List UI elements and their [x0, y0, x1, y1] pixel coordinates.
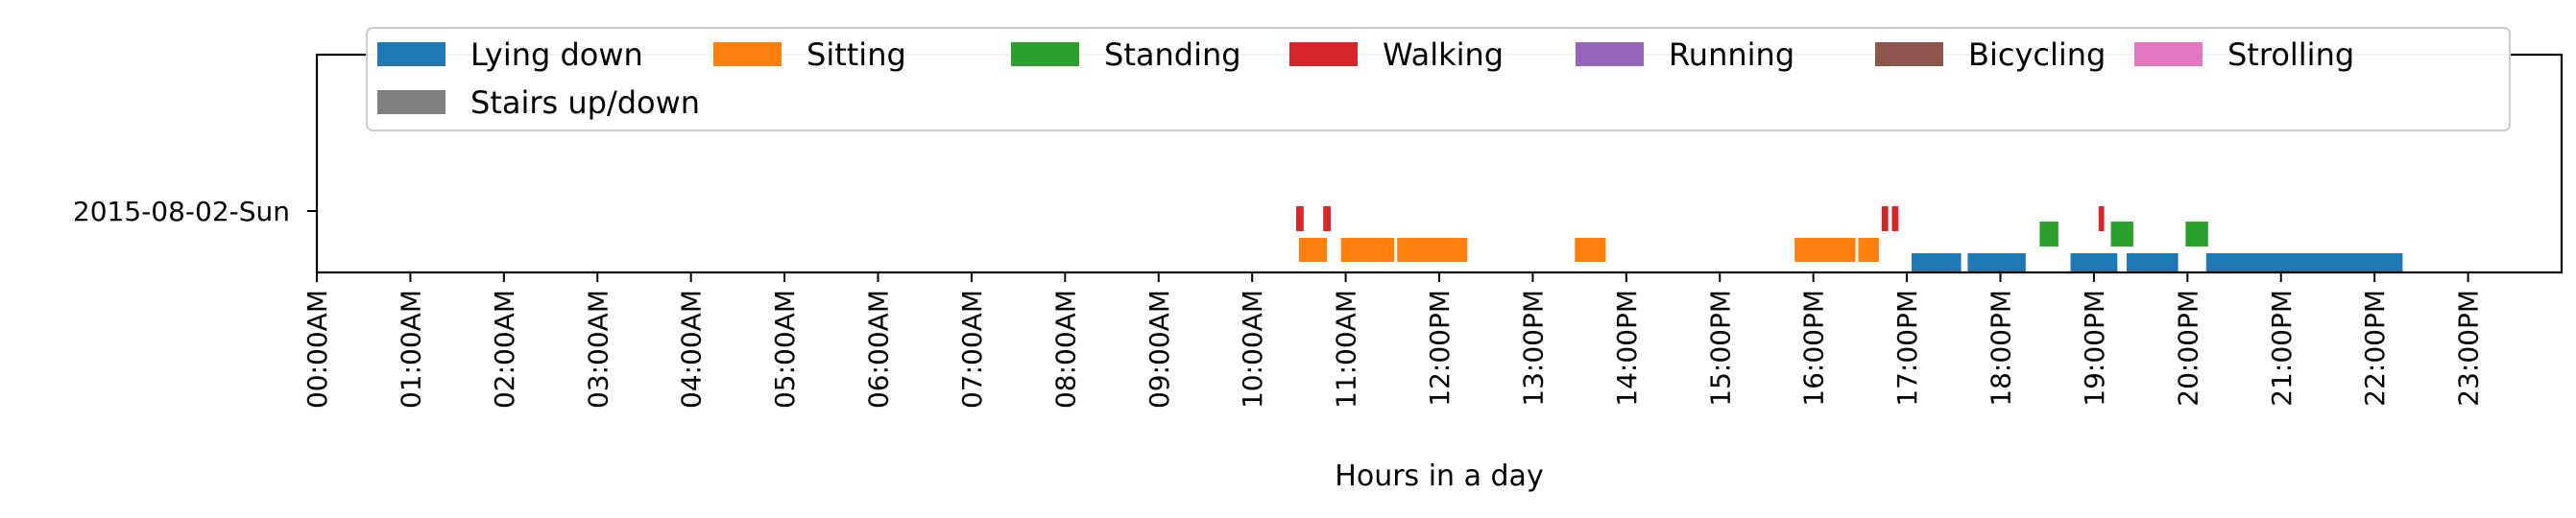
bar-walking-3 [1891, 206, 1899, 231]
legend-swatch-walking [1289, 42, 1358, 66]
bar-sitting-4 [1794, 238, 1856, 262]
bar-walking-1 [1323, 206, 1331, 231]
legend-label: Strolling [2227, 36, 2354, 73]
bar-sitting-0 [1298, 238, 1328, 262]
bar-lying-down-2 [2070, 253, 2118, 272]
x-tick-label: 19:00PM [2079, 290, 2110, 407]
x-axis-title: Hours in a day [1335, 459, 1543, 493]
legend-label: Stairs up/down [470, 84, 700, 121]
x-tick-label: 15:00PM [1704, 290, 1736, 407]
y-axis: 2015-08-02-Sun [73, 196, 317, 227]
legend-label: Standing [1104, 36, 1241, 73]
legend: Lying down Sitting Standing Walking Running B… [366, 27, 2511, 131]
legend-swatch-sitting [713, 42, 782, 66]
x-tick-label: 12:00PM [1424, 290, 1456, 407]
bar-lying-down-4 [2205, 253, 2403, 272]
x-tick-label: 04:00AM [676, 290, 708, 409]
legend-swatch-running [1576, 42, 1644, 66]
activity-bars [1296, 206, 2403, 272]
y-tick-label: 2015-08-02-Sun [73, 196, 290, 227]
x-tick-label: 06:00AM [863, 290, 895, 409]
x-tick-label: 07:00AM [956, 290, 988, 409]
bar-standing-0 [2039, 222, 2058, 247]
bar-sitting-3 [1575, 238, 1606, 262]
x-tick-label: 21:00PM [2266, 290, 2298, 407]
x-tick-label: 03:00AM [582, 290, 614, 409]
x-tick-label: 17:00PM [1891, 290, 1923, 407]
x-tick-label: 13:00PM [1517, 290, 1549, 407]
x-tick-label: 08:00AM [1049, 290, 1081, 409]
x-tick-label: 23:00PM [2453, 290, 2485, 407]
legend-swatch-lying-down [377, 42, 445, 66]
legend-label: Walking [1383, 36, 1504, 73]
legend-box [366, 27, 2511, 131]
legend-swatch-stairs-up-down [377, 90, 445, 114]
bar-walking-4 [2098, 206, 2105, 231]
legend-swatch-strolling [2134, 42, 2203, 66]
x-tick-label: 05:00AM [769, 290, 801, 409]
bar-sitting-1 [1340, 238, 1395, 262]
legend-label: Sitting [807, 36, 906, 73]
bar-walking-2 [1881, 206, 1889, 231]
x-tick-label: 09:00AM [1144, 290, 1175, 409]
bar-lying-down-1 [1967, 253, 2026, 272]
bar-standing-1 [2110, 222, 2133, 247]
x-axis: 00:00AM 01:00AM 02:00AM 03:00AM 04:00AM 05:00… [301, 272, 2485, 409]
x-tick-label: 10:00AM [1237, 290, 1268, 409]
legend-swatch-standing [1011, 42, 1079, 66]
x-tick-label: 20:00PM [2172, 290, 2203, 407]
bar-sitting-5 [1858, 238, 1879, 262]
bar-sitting-2 [1397, 238, 1468, 262]
x-tick-label: 01:00AM [395, 290, 426, 409]
bar-lying-down-3 [2127, 253, 2179, 272]
x-tick-label: 00:00AM [301, 290, 333, 409]
x-tick-label: 16:00PM [1798, 290, 1830, 407]
bar-standing-2 [2185, 222, 2208, 247]
x-tick-label: 22:00PM [2359, 290, 2391, 407]
x-tick-label: 02:00AM [489, 290, 520, 409]
x-tick-label: 11:00AM [1331, 290, 1362, 409]
legend-label: Bicycling [1968, 36, 2106, 73]
legend-swatch-bicycling [1875, 42, 1943, 66]
bar-lying-down-0 [1912, 253, 1962, 272]
x-tick-label: 14:00PM [1611, 290, 1643, 407]
legend-label: Running [1669, 36, 1794, 73]
bar-walking-0 [1296, 206, 1304, 231]
x-tick-label: 18:00PM [1986, 290, 2017, 407]
legend-label: Lying down [470, 36, 643, 73]
